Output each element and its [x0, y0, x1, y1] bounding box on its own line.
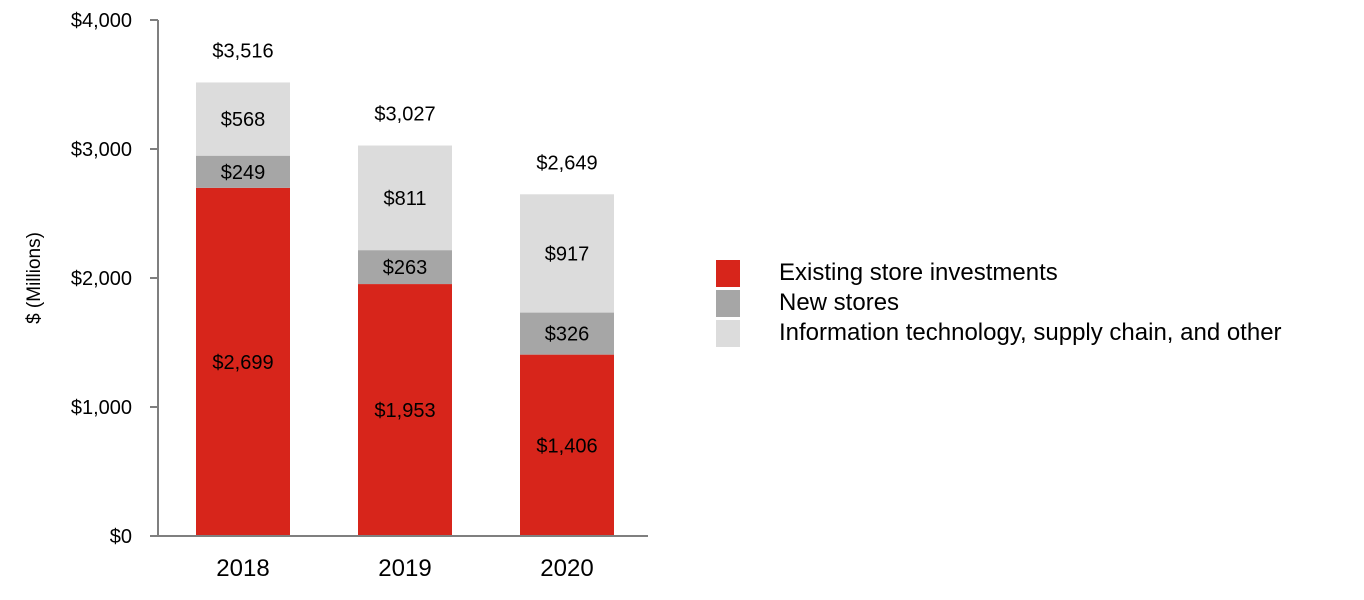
legend-label-0: Existing store investments	[779, 259, 1058, 286]
data-label-2019-series-1: $263	[383, 257, 428, 279]
y-tick-label-4000: $4,000	[71, 10, 132, 32]
y-tick-label-3000: $3,000	[71, 139, 132, 161]
bar-2019-series-2	[358, 145, 452, 251]
x-tick-label-2020: 2020	[540, 555, 593, 582]
total-labels-group: $3,516 $3,027 $2,649	[212, 40, 597, 174]
x-tick-label-2019: 2019	[378, 555, 431, 582]
bar-2018-series-1	[196, 155, 290, 188]
y-tick-label-1000: $1,000	[71, 397, 132, 419]
total-label-2018: $3,516	[212, 40, 273, 62]
legend-item-2: Information technology, supply chain, an…	[716, 318, 1282, 348]
legend-swatch-0	[716, 259, 740, 287]
bar-2018-series-0	[196, 187, 290, 537]
segment-labels-group: $2,699 $249 $568 $1,953 $263 $811 $1,406 $326 $9…	[212, 109, 597, 457]
legend-label-2: Information technology, supply chain, an…	[779, 319, 1282, 346]
data-label-2020-series-0: $1,406	[536, 435, 597, 457]
data-label-2018-series-0: $2,699	[212, 352, 273, 374]
data-label-2019-series-2: $811	[383, 188, 426, 210]
legend-item-0: Existing store investments	[716, 258, 1282, 288]
x-tick-label-2018: 2018	[216, 555, 269, 582]
bar-2020-series-0	[520, 354, 614, 536]
data-label-2020-series-2: $917	[545, 243, 590, 265]
bar-2019-series-1	[358, 250, 452, 285]
y-tick-label-0: $0	[110, 526, 132, 548]
data-label-2018-series-1: $249	[221, 162, 266, 184]
total-label-2020: $2,649	[536, 152, 597, 174]
bar-2020-series-2	[520, 194, 614, 313]
legend-label-1: New stores	[779, 289, 900, 316]
data-label-2020-series-1: $326	[545, 324, 590, 346]
bar-2019-series-0	[358, 284, 452, 536]
bar-2018-series-2	[196, 82, 290, 156]
legend-swatch-2	[716, 319, 740, 347]
data-label-2019-series-0: $1,953	[374, 400, 435, 422]
axes-group: 2018 2019 2020 $0 $1,000 $2,000 $3,000 $4,000	[71, 10, 648, 582]
legend: Existing store investments New stores Info…	[716, 258, 1282, 348]
y-axis-label: $ (Millions)	[24, 232, 45, 324]
total-label-2019: $3,027	[374, 104, 435, 126]
bars-group	[196, 82, 614, 537]
legend-swatch-1	[716, 289, 740, 317]
legend-item-1: New stores	[716, 288, 1282, 318]
y-tick-label-2000: $2,000	[71, 268, 132, 290]
bar-2020-series-1	[520, 312, 614, 355]
data-label-2018-series-2: $568	[221, 109, 266, 131]
